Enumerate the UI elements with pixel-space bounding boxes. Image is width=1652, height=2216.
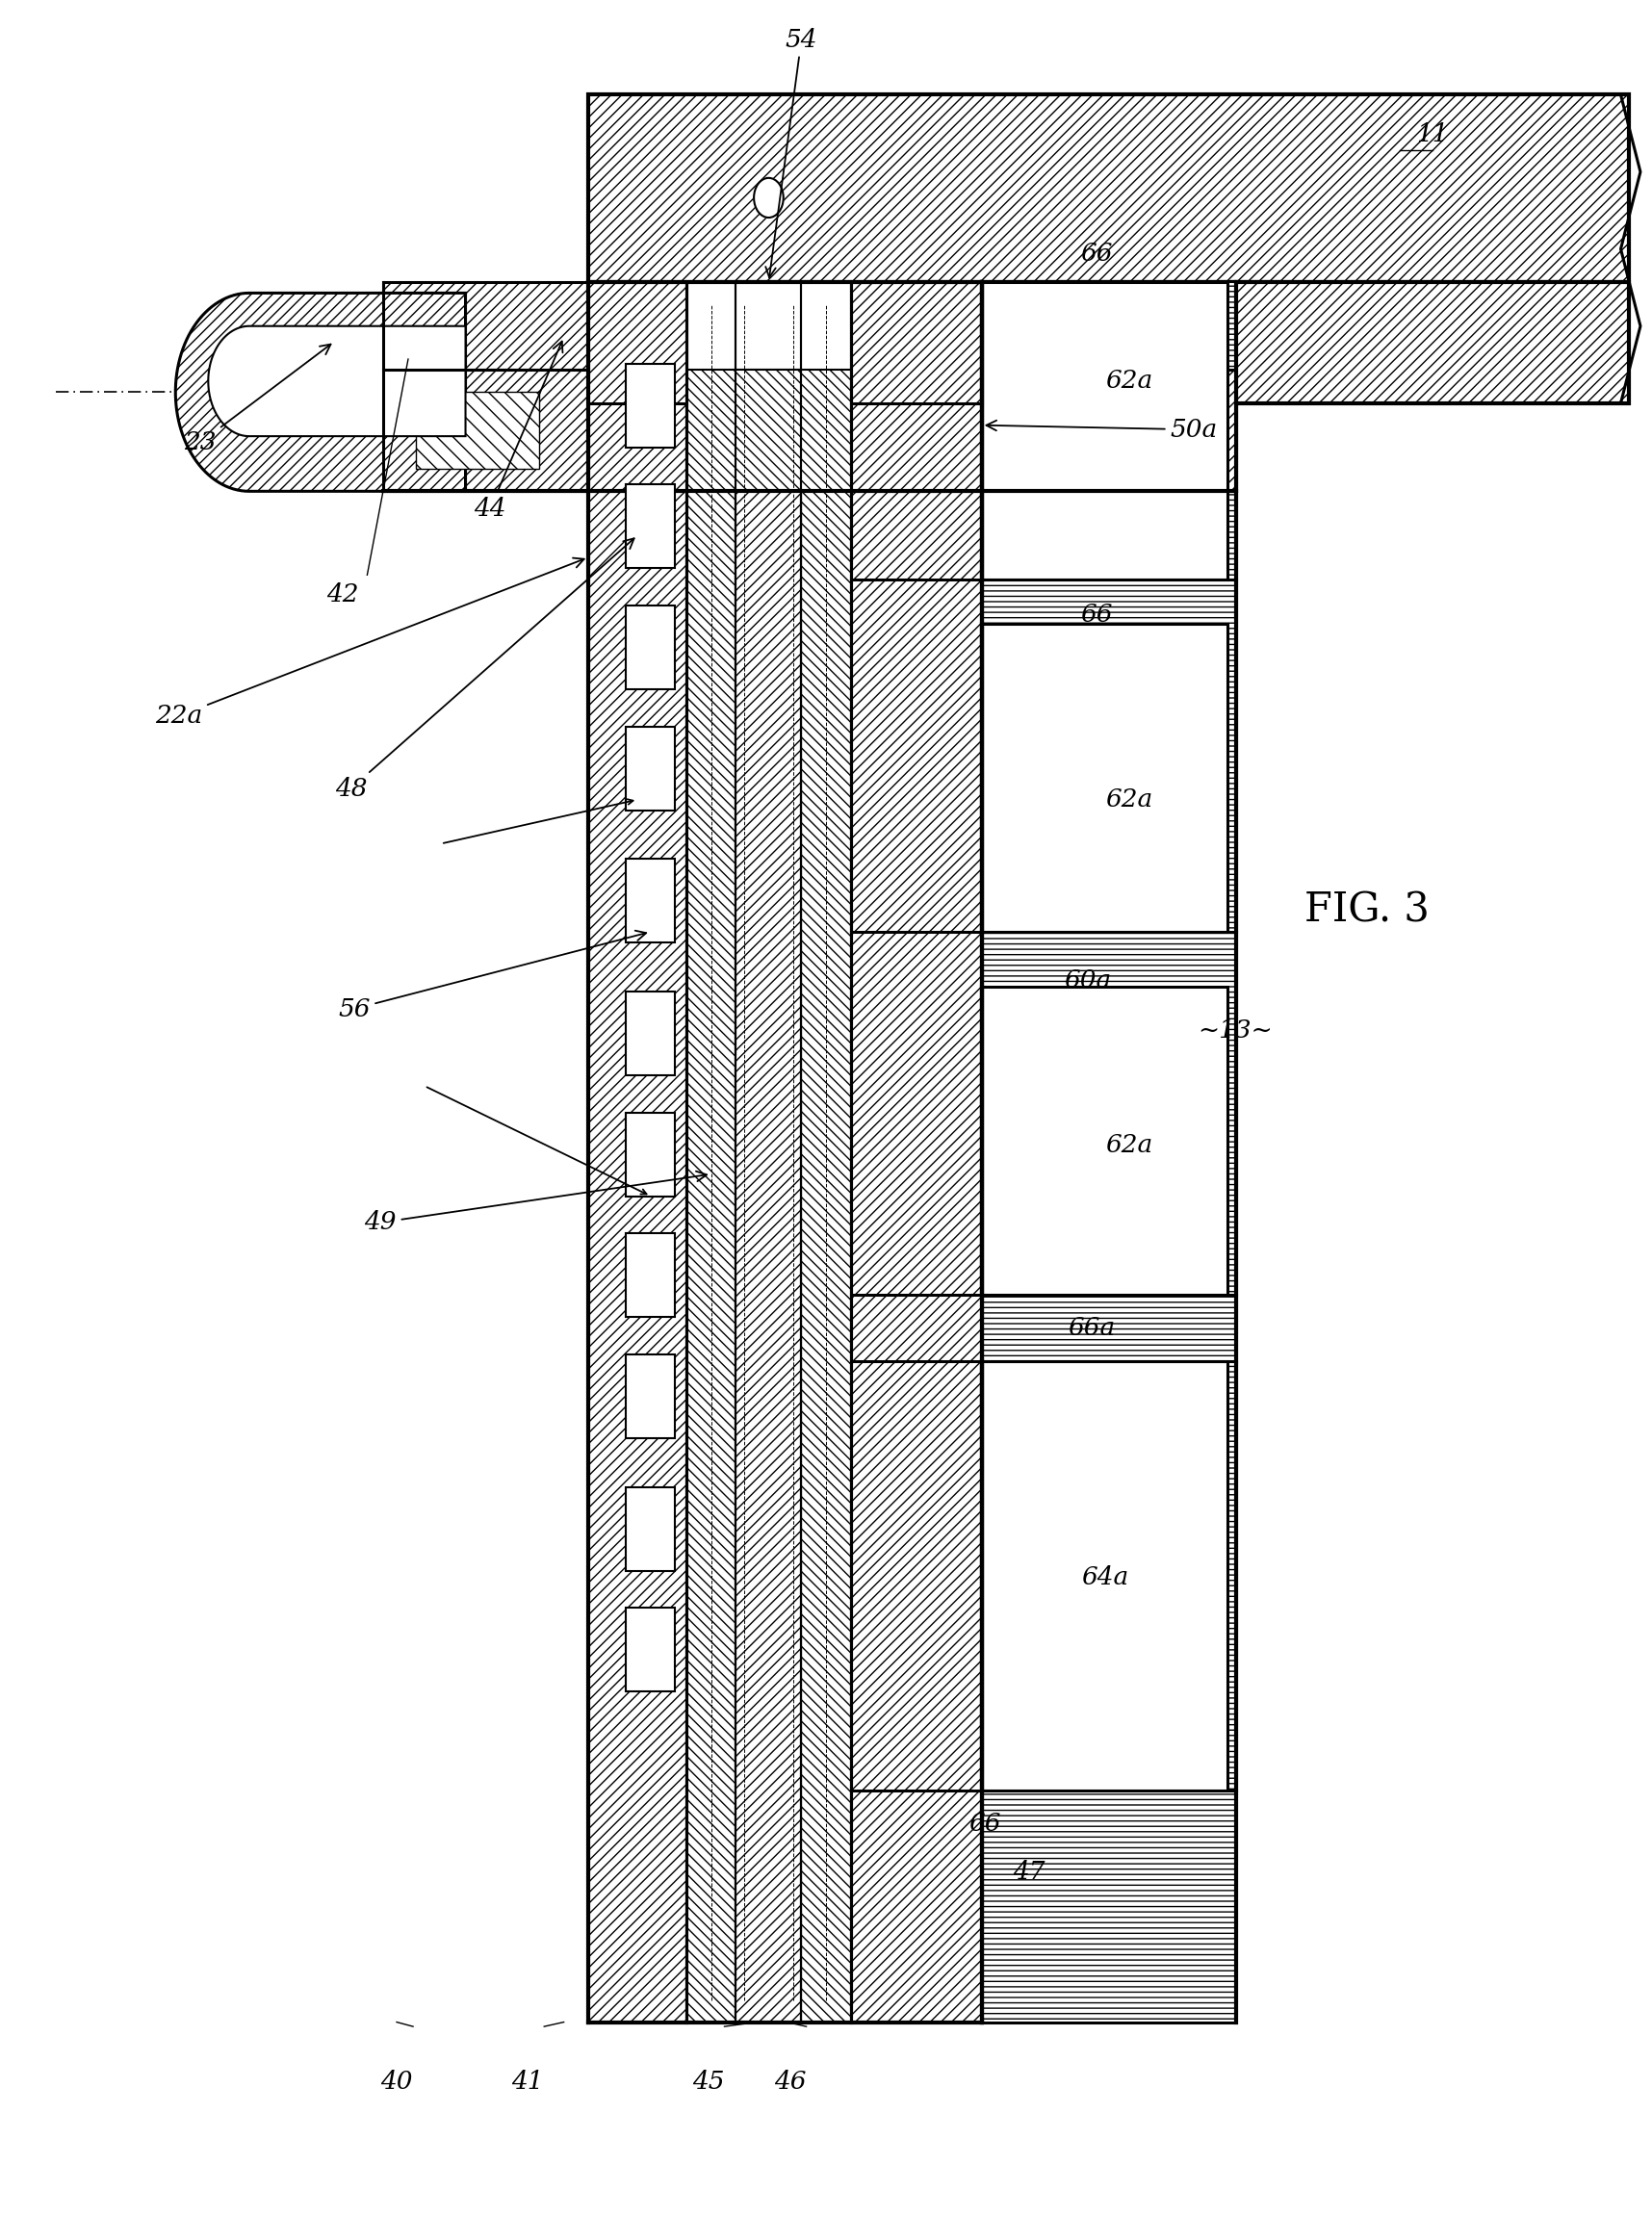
Bar: [626, 1609, 676, 1691]
Bar: [981, 281, 1629, 403]
Text: 62a: 62a: [1105, 370, 1153, 392]
Bar: [626, 1354, 676, 1438]
Bar: [383, 370, 588, 492]
Text: 22a: 22a: [155, 558, 585, 729]
Bar: [626, 605, 676, 689]
Bar: [851, 281, 981, 2021]
Bar: [626, 991, 676, 1075]
Bar: [416, 392, 539, 470]
Text: 50a: 50a: [986, 417, 1218, 441]
Text: 42: 42: [327, 583, 358, 607]
Bar: [851, 370, 1236, 492]
Bar: [981, 986, 1227, 1294]
Text: 41: 41: [512, 2070, 544, 2094]
Text: 66: 66: [1080, 242, 1112, 266]
Bar: [588, 95, 1629, 281]
Bar: [626, 363, 676, 448]
Text: 11: 11: [1416, 122, 1449, 146]
Text: 48: 48: [335, 538, 634, 800]
Text: 60a: 60a: [1064, 968, 1112, 993]
Bar: [981, 281, 1227, 578]
Bar: [626, 727, 676, 811]
Bar: [588, 281, 687, 2021]
Bar: [981, 281, 1236, 2021]
Text: 47: 47: [1013, 1859, 1046, 1884]
Bar: [626, 1234, 676, 1316]
Bar: [383, 281, 588, 370]
Text: 66: 66: [968, 1813, 1001, 1835]
Bar: [626, 485, 676, 567]
Bar: [735, 281, 801, 2021]
Text: 62a: 62a: [1105, 787, 1153, 811]
Text: 56: 56: [339, 931, 646, 1022]
Text: FIG. 3: FIG. 3: [1303, 889, 1429, 931]
Bar: [626, 1487, 676, 1571]
Bar: [626, 1112, 676, 1197]
Bar: [981, 623, 1227, 931]
Polygon shape: [175, 293, 466, 492]
Text: 40: 40: [380, 2070, 413, 2094]
Bar: [588, 281, 687, 403]
Bar: [626, 860, 676, 942]
Text: 46: 46: [773, 2070, 806, 2094]
Bar: [735, 370, 801, 492]
Text: 49: 49: [363, 1172, 707, 1234]
Bar: [981, 1361, 1227, 1791]
Bar: [851, 281, 981, 403]
Bar: [687, 281, 735, 2021]
Bar: [588, 370, 687, 492]
Text: 45: 45: [692, 2070, 724, 2094]
Text: 44: 44: [474, 341, 563, 521]
Polygon shape: [208, 326, 466, 437]
Bar: [981, 281, 1236, 403]
Bar: [801, 281, 851, 2021]
Bar: [687, 281, 851, 403]
Bar: [687, 370, 851, 492]
Text: 23: 23: [183, 343, 330, 454]
Text: 62a: 62a: [1105, 1132, 1153, 1157]
Text: ~13~: ~13~: [1198, 1019, 1274, 1044]
Circle shape: [753, 177, 783, 217]
Text: 64a: 64a: [1080, 1564, 1128, 1589]
Text: 66: 66: [1080, 603, 1112, 627]
Text: 54: 54: [765, 27, 818, 277]
Text: 66a: 66a: [1067, 1316, 1115, 1341]
